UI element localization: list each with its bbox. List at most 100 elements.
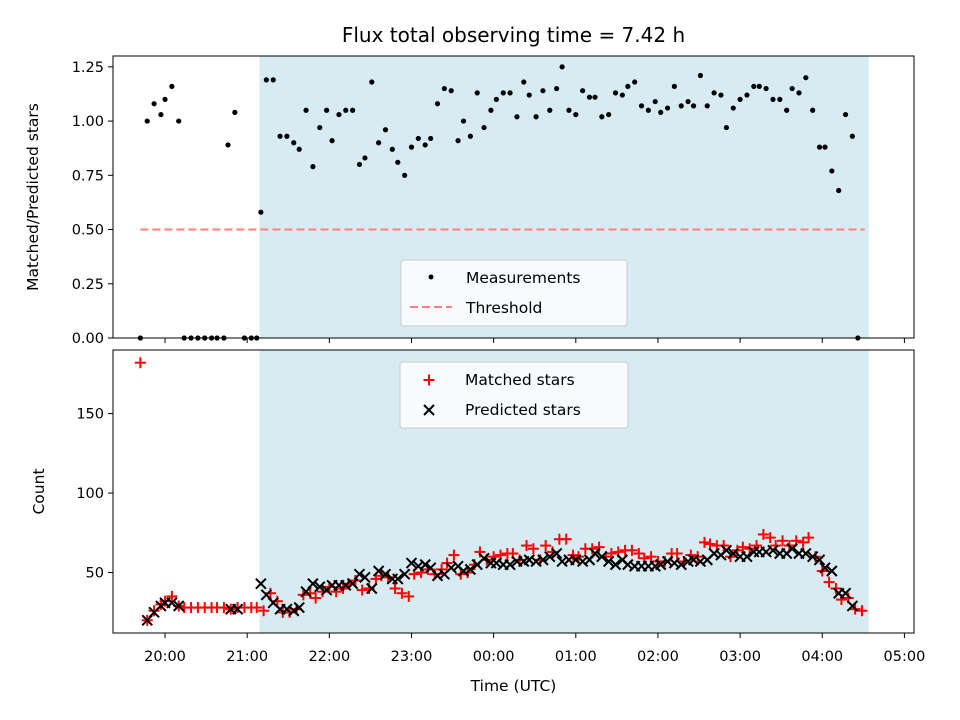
measurement-point [514,114,520,120]
measurement-point [225,142,231,148]
measurement-point [362,155,368,161]
measurement-point [526,92,532,98]
predicted-star-point [544,550,556,563]
measurement-point [395,159,401,165]
predicted-star-point [609,558,622,571]
measurement-point [697,72,704,79]
measurement-point [829,168,835,174]
predicted-star-point [231,603,244,615]
predicted-star-point [255,578,267,590]
measurement-point [296,146,302,152]
measurement-point [350,107,356,113]
measurement-point [777,96,783,102]
measurement-point [816,144,823,150]
measurement-point [500,90,506,96]
measurement-point [711,90,717,96]
predicted-star-point [813,554,826,566]
measurement-points [137,64,861,341]
matched-star-point [474,546,486,558]
bottom-y-tick-label: 50 [86,566,104,582]
measurement-point [678,103,684,109]
legend-label-predicted: Predicted stars [465,401,581,419]
predicted-star-point [288,605,300,617]
matched-star-point [718,540,730,552]
top-y-tick-label: 1.25 [72,60,104,76]
measurement-point [343,107,349,113]
measurement-point [737,96,743,102]
measurement-point [448,88,454,94]
measurement-point [554,85,560,92]
measurement-point [751,83,757,89]
predicted-star-point [293,601,305,614]
measurement-point [422,142,428,148]
predicted-star-point [478,552,490,564]
legend-label-threshold: Threshold [465,299,542,317]
measurement-point [619,92,625,98]
predicted-star-point [819,562,831,574]
measurement-point [507,90,513,96]
matched-star-point [626,544,638,556]
legend-cross-marker [423,404,435,416]
measurement-point [310,164,316,170]
predicted-star-point [767,544,779,557]
measurement-point [612,90,619,96]
measurement-point [474,90,480,96]
x-tick-label: 21:00 [226,649,268,665]
measurement-point [796,90,802,96]
measurement-point [592,94,598,100]
measurements-panel: 0.00 0.25 0.50 0.75 1.00 1.25 Flux total obse… [24,23,915,347]
measurement-point [671,83,677,89]
legend-marker-measurements [428,274,434,280]
measurement-point [842,111,849,118]
predicted-star-point [405,557,418,569]
top-y-axis-ticks: 0.00 0.25 0.50 0.75 1.00 1.25 [72,60,113,347]
measurement-point [638,103,645,109]
measurement-point [408,144,415,150]
predicted-star-point [173,600,185,612]
predicted-star-point [806,550,819,563]
measurement-point [704,103,710,109]
matched-star-point [830,582,842,594]
measurement-point [718,92,724,98]
bottom-axes-frame [112,349,915,634]
bottom-y-tick-label: 150 [76,407,104,423]
measurement-point [284,133,290,139]
measurement-point [849,133,855,139]
predicted-star-point [846,600,859,612]
predicted-star-point [550,547,563,560]
matched-star-point [310,592,322,604]
measurement-point [324,107,330,113]
predicted-star-point [379,568,392,580]
measurement-point [402,172,408,178]
measurement-point [521,79,527,85]
predicted-star-point [464,563,477,576]
matched-star-point [757,528,769,540]
predicted-star-point [359,571,371,584]
top-y-tick-label: 0.75 [72,168,104,184]
matched-star-point [356,584,368,596]
matched-star-point [134,357,146,369]
measurement-point [389,146,395,152]
measurement-point [652,98,658,105]
bottom-legend-box [399,361,629,429]
measurement-point [369,79,375,85]
matched-star-point [521,540,533,552]
measurement-point [376,140,382,146]
measurement-point [277,133,283,139]
predicted-star-point [314,581,326,593]
measurement-point [232,109,238,115]
predicted-star-point [166,597,178,609]
matched-star-point [777,535,789,547]
measurement-point [770,96,776,102]
predicted-star-point [589,547,601,560]
predicted-star-point [504,558,516,571]
legend-marker-matched [423,374,435,386]
measurement-point [317,124,323,131]
predicted-star-point [346,578,359,590]
measurement-point [586,94,593,100]
measurement-point [836,187,842,194]
measurement-point [533,114,539,120]
x-tick-label: 02:00 [637,649,679,665]
measurement-point [810,107,816,113]
